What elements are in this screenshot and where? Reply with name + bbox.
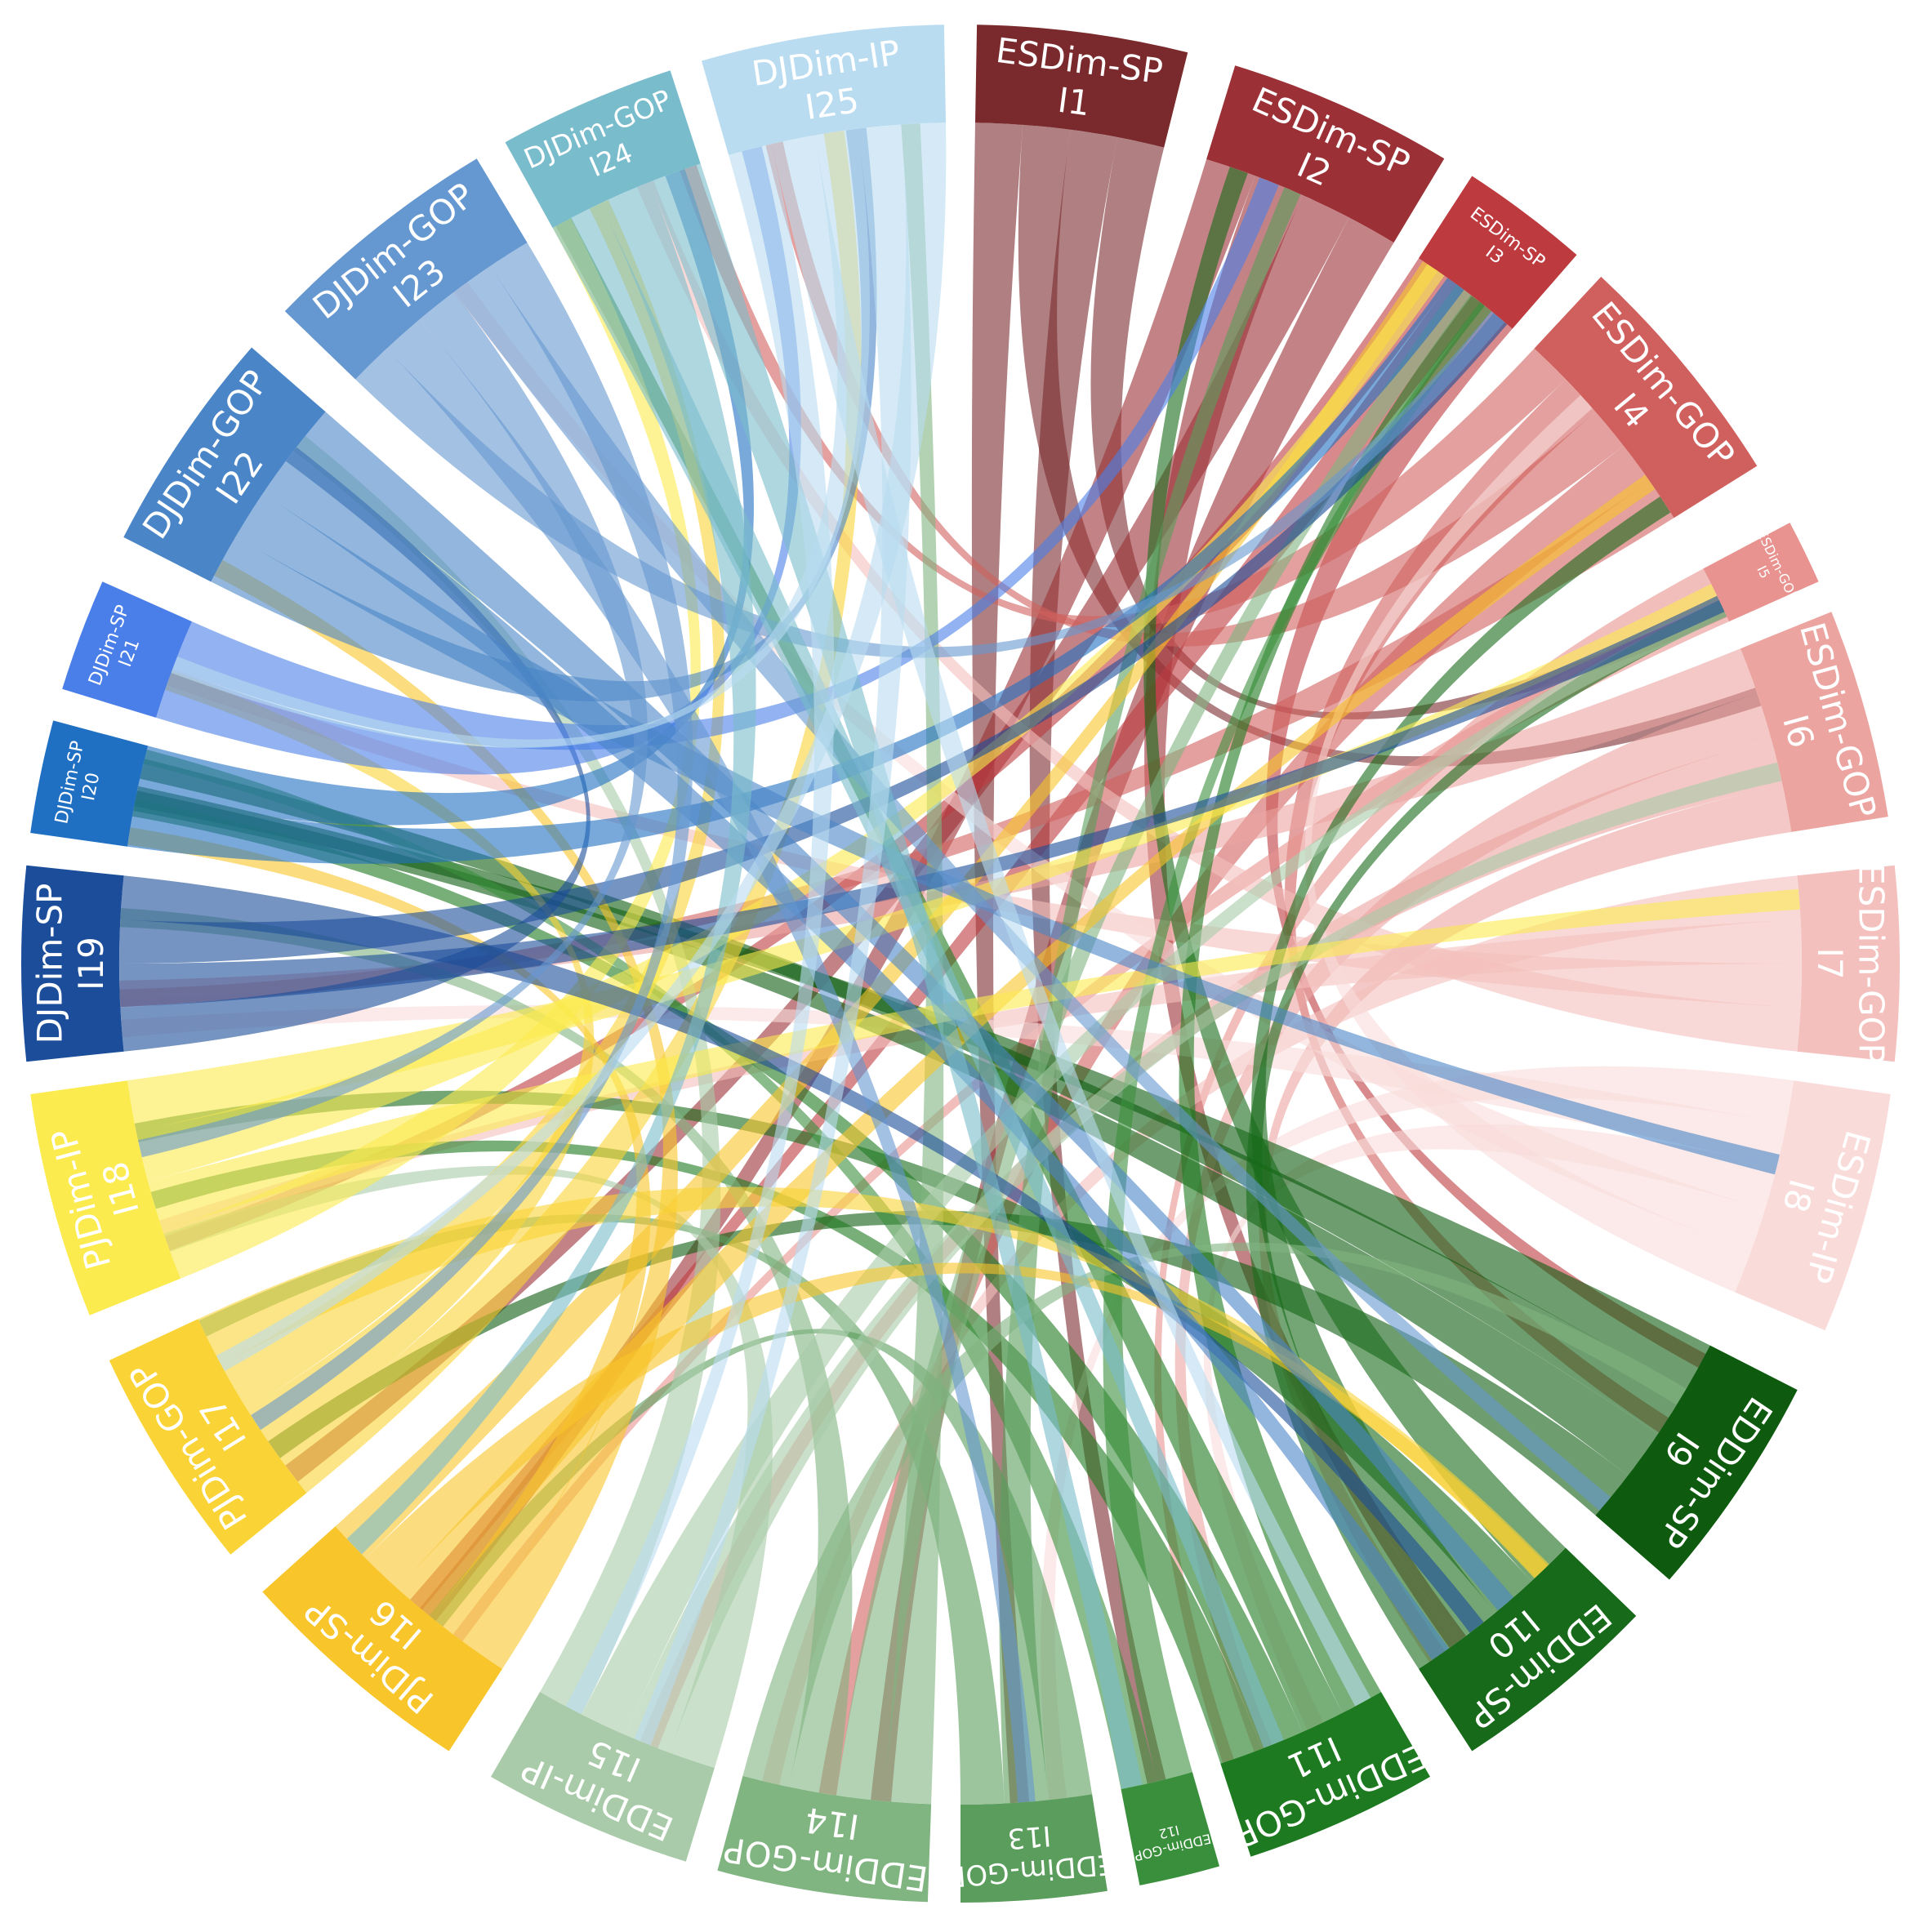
node-arc [1419, 1547, 1637, 1752]
node-id: I25 [802, 80, 861, 127]
node-arc [30, 1080, 181, 1315]
node-arc [1797, 865, 1900, 1062]
chord [118, 595, 1725, 1008]
node-arc [21, 865, 124, 1062]
chord [134, 1090, 1532, 1613]
chord [836, 284, 1473, 1801]
chord [552, 203, 1284, 1748]
node-arc [717, 1775, 932, 1903]
node-arc [123, 347, 326, 582]
chord [335, 260, 1438, 1559]
node-arc [975, 24, 1188, 148]
node-arc [30, 720, 149, 847]
chord [649, 163, 1143, 1789]
chord [263, 452, 1450, 1660]
chord [365, 1262, 1549, 1589]
node-group: ESDim-GOP [1852, 863, 1892, 1064]
node-group: DJDim-SP [30, 884, 70, 1044]
node-arc [109, 1319, 307, 1555]
chord [355, 310, 1505, 658]
node-arc [1595, 1345, 1798, 1580]
node-arc [702, 24, 946, 155]
chord [172, 177, 1279, 750]
chord [410, 280, 1482, 1610]
chord [156, 146, 801, 775]
chord [165, 670, 595, 1453]
node-arc [1735, 1080, 1891, 1331]
node-arc [62, 581, 192, 718]
node-arc [1534, 276, 1758, 519]
chord [127, 584, 1719, 1132]
chord [771, 135, 1371, 1707]
node-arc [960, 1794, 1108, 1903]
node-arc [1703, 523, 1819, 622]
chord [420, 159, 1255, 1622]
node-label: DJDim-SP I19 [30, 884, 111, 1044]
chord [1203, 1124, 1777, 1730]
node-arc [1121, 1772, 1219, 1885]
chord [171, 128, 870, 748]
node-arc [262, 1526, 502, 1752]
node-arc [284, 158, 528, 380]
chord [971, 122, 1030, 1804]
node-id: I1 [1055, 80, 1092, 124]
node-id: I14 [802, 1800, 861, 1847]
node-arc [1220, 1692, 1430, 1857]
node-id: I13 [1006, 1818, 1052, 1854]
node-arc [1419, 176, 1577, 329]
node-arc [1740, 612, 1888, 832]
chord [634, 124, 911, 1746]
node-id: I19 [71, 937, 111, 990]
chords [118, 122, 1803, 1805]
chord [397, 474, 1656, 1618]
chord [167, 668, 1803, 1008]
chord [127, 278, 1464, 864]
chord [1103, 302, 1492, 1782]
node-id: I7 [1810, 947, 1850, 979]
chord [1246, 600, 1727, 1669]
node-arc [505, 70, 701, 229]
chord [292, 412, 1514, 1611]
node-arc [1206, 65, 1445, 243]
chord [159, 919, 1803, 1237]
node-arc [491, 1692, 715, 1862]
